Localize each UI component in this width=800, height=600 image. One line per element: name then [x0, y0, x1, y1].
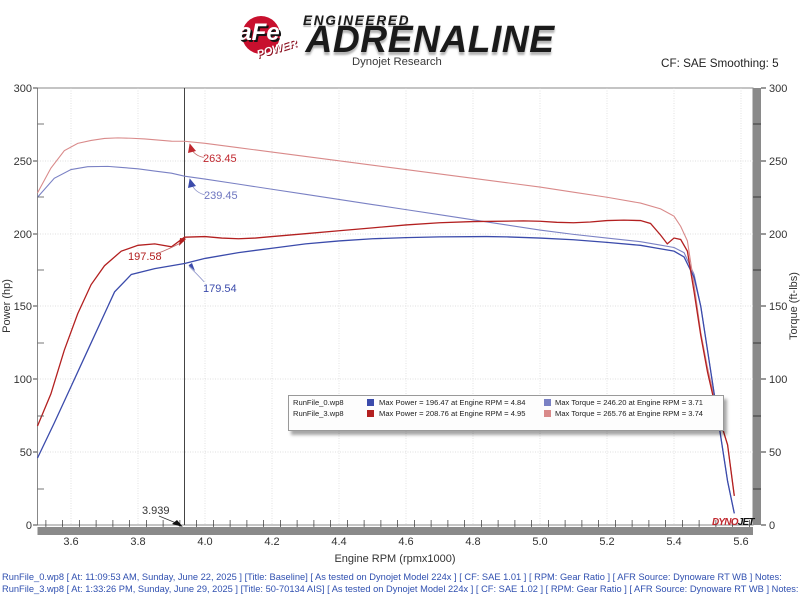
svg-text:5.6: 5.6 [733, 536, 748, 548]
svg-text:263.45: 263.45 [203, 153, 237, 165]
svg-text:3.939: 3.939 [142, 505, 170, 517]
svg-text:197.58: 197.58 [128, 251, 162, 263]
svg-text:Torque (ft-lbs): Torque (ft-lbs) [788, 272, 800, 340]
svg-text:50: 50 [20, 447, 32, 459]
svg-text:4.6: 4.6 [398, 536, 413, 548]
svg-text:100: 100 [769, 374, 787, 386]
svg-text:200: 200 [14, 229, 32, 241]
svg-text:0: 0 [769, 520, 775, 532]
svg-text:150: 150 [14, 301, 32, 313]
svg-text:179.54: 179.54 [203, 283, 237, 295]
svg-text:5.4: 5.4 [666, 536, 681, 548]
svg-text:DYNOJET: DYNOJET [712, 517, 755, 528]
svg-text:50: 50 [769, 447, 781, 459]
svg-text:0: 0 [26, 520, 32, 532]
svg-text:4.0: 4.0 [197, 536, 212, 548]
svg-text:5.2: 5.2 [599, 536, 614, 548]
svg-text:100: 100 [14, 374, 32, 386]
svg-text:250: 250 [14, 156, 32, 168]
svg-text:Engine RPM (rpmx1000): Engine RPM (rpmx1000) [334, 553, 455, 565]
svg-text:4.8: 4.8 [465, 536, 480, 548]
svg-text:300: 300 [769, 83, 787, 95]
svg-text:4.4: 4.4 [331, 536, 346, 548]
svg-text:239.45: 239.45 [204, 190, 238, 202]
svg-text:Power (hp): Power (hp) [1, 279, 13, 333]
svg-text:250: 250 [769, 156, 787, 168]
svg-text:4.2: 4.2 [264, 536, 279, 548]
svg-text:3.8: 3.8 [130, 536, 145, 548]
svg-text:3.6: 3.6 [63, 536, 78, 548]
svg-text:200: 200 [769, 229, 787, 241]
svg-text:150: 150 [769, 301, 787, 313]
svg-text:5.0: 5.0 [532, 536, 547, 548]
svg-text:300: 300 [14, 83, 32, 95]
